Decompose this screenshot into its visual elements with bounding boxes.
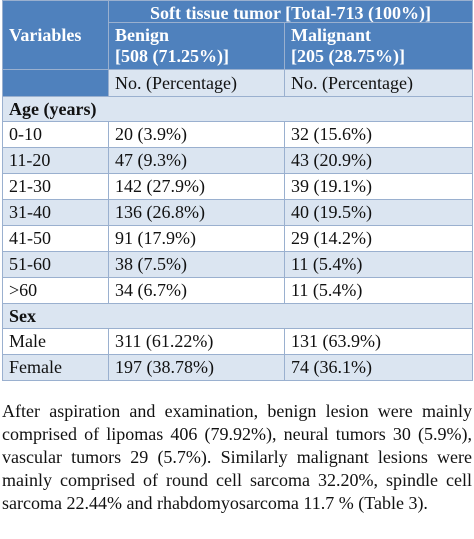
table-row: >60 34 (6.7%) 11 (5.4%) xyxy=(2,277,473,304)
table-row: 31-40 136 (26.8%) 40 (19.5%) xyxy=(2,199,473,226)
malignant-cell: 131 (63.9%) xyxy=(284,328,473,355)
row-label: 31-40 xyxy=(2,199,109,226)
malignant-header-total: [205 (28.75%)] xyxy=(291,46,405,66)
table-header-row: Variables Soft tissue tumor [Total-713 (… xyxy=(2,0,473,70)
results-paragraph: After aspiration and examination, benign… xyxy=(2,401,472,513)
malignant-header: Malignant [205 (28.75%)] xyxy=(284,22,473,70)
row-label: Female xyxy=(2,354,109,381)
table-row: 21-30 142 (27.9%) 39 (19.1%) xyxy=(2,173,473,200)
row-label: 41-50 xyxy=(2,225,109,252)
malignant-cell: 29 (14.2%) xyxy=(284,225,473,252)
malignant-units: No. (Percentage) xyxy=(284,69,473,97)
malignant-cell: 74 (36.1%) xyxy=(284,354,473,381)
benign-cell: 197 (38.78%) xyxy=(108,354,285,381)
table-row: 0-10 20 (3.9%) 32 (15.6%) xyxy=(2,121,473,148)
benign-cell: 47 (9.3%) xyxy=(108,147,285,174)
malignant-cell: 32 (15.6%) xyxy=(284,121,473,148)
benign-cell: 311 (61.22%) xyxy=(108,328,285,355)
table-subheader-row: Benign [508 (71.25%)] Malignant [205 (28… xyxy=(2,22,473,70)
row-label: 11-20 xyxy=(2,147,109,174)
section-title: Age (years) xyxy=(2,96,473,122)
table-row: 41-50 91 (17.9%) 29 (14.2%) xyxy=(2,225,473,252)
malignant-header-label: Malignant xyxy=(291,25,372,45)
malignant-cell: 39 (19.1%) xyxy=(284,173,473,200)
soft-tissue-tumor-table: Variables Soft tissue tumor [Total-713 (… xyxy=(2,0,473,381)
benign-units: No. (Percentage) xyxy=(108,69,285,97)
variables-header-fill xyxy=(2,69,109,97)
benign-header-label: Benign xyxy=(115,25,170,45)
row-label: 21-30 xyxy=(2,173,109,200)
table-row: 51-60 38 (7.5%) 11 (5.4%) xyxy=(2,251,473,278)
benign-header-total: [508 (71.25%)] xyxy=(115,46,229,66)
section-row-sex: Sex xyxy=(2,303,473,329)
benign-cell: 34 (6.7%) xyxy=(108,277,285,304)
benign-cell: 136 (26.8%) xyxy=(108,199,285,226)
malignant-cell: 11 (5.4%) xyxy=(284,277,473,304)
malignant-cell: 43 (20.9%) xyxy=(284,147,473,174)
malignant-cell: 11 (5.4%) xyxy=(284,251,473,278)
benign-cell: 142 (27.9%) xyxy=(108,173,285,200)
row-label: 51-60 xyxy=(2,251,109,278)
table-row: 11-20 47 (9.3%) 43 (20.9%) xyxy=(2,147,473,174)
row-label: Male xyxy=(2,328,109,355)
benign-cell: 38 (7.5%) xyxy=(108,251,285,278)
variables-header: Variables xyxy=(2,0,109,70)
group-title-header: Soft tissue tumor [Total-713 (100%)] xyxy=(108,0,473,23)
benign-header: Benign [508 (71.25%)] xyxy=(108,22,285,70)
table-row: Female 197 (38.78%) 74 (36.1%) xyxy=(2,354,473,381)
table-units-row: No. (Percentage) No. (Percentage) xyxy=(2,69,473,97)
row-label: 0-10 xyxy=(2,121,109,148)
benign-cell: 20 (3.9%) xyxy=(108,121,285,148)
malignant-cell: 40 (19.5%) xyxy=(284,199,473,226)
section-row-age: Age (years) xyxy=(2,96,473,122)
section-title: Sex xyxy=(2,303,473,329)
benign-cell: 91 (17.9%) xyxy=(108,225,285,252)
row-label: >60 xyxy=(2,277,109,304)
table-row: Male 311 (61.22%) 131 (63.9%) xyxy=(2,328,473,355)
